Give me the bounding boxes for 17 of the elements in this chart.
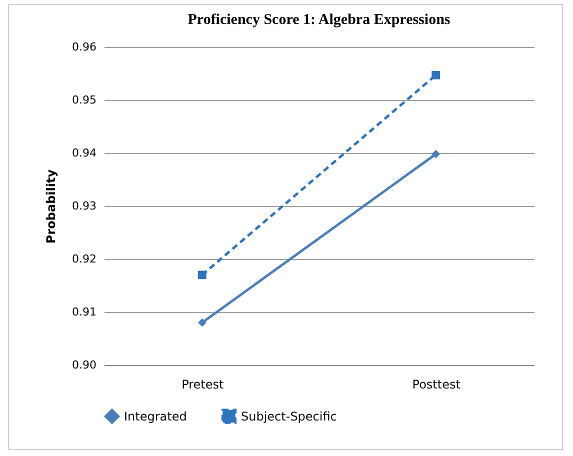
- y-tick-label: 0.90: [72, 358, 96, 372]
- legend-label: Integrated: [124, 409, 187, 424]
- y-axis-title: Probability: [44, 169, 58, 244]
- point: [198, 270, 206, 280]
- x-tick-label: Posttest: [412, 378, 461, 392]
- y-tick-label: 0.96: [72, 40, 96, 54]
- point: [432, 70, 440, 80]
- point: [198, 318, 206, 327]
- y-tick-label: 0.95: [72, 94, 96, 106]
- legend-label: Subject-Specific: [241, 409, 337, 424]
- y-tick-label: 0.92: [72, 252, 96, 266]
- y-tick-label: 0.94: [72, 146, 96, 160]
- y-tick-label: 0.91: [72, 306, 96, 318]
- y-tick-label: 0.93: [72, 200, 96, 212]
- chart-title: Proficiency Score 1: Algebra Expressions: [188, 12, 450, 28]
- point: [432, 150, 440, 158]
- x-tick-label: Pretest: [182, 378, 224, 392]
